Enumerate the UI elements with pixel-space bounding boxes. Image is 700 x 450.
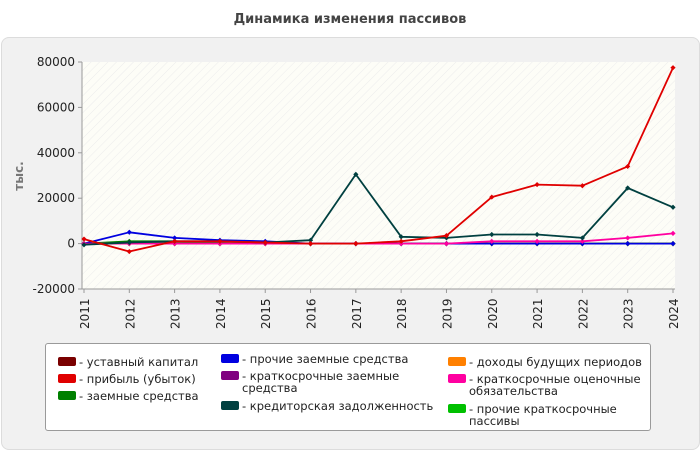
plot-area [82,62,675,289]
legend-label: - прибыль (убыток) [79,372,196,386]
x-tick-label: 2022 [576,298,590,329]
legend-label: - краткосрочные оценочные обязательства [469,372,641,398]
series-2 [81,65,676,255]
x-tick-label: 2023 [622,298,636,329]
y-tick-label: -20000 [32,282,75,296]
legend-swatch [221,371,239,380]
data-point [670,230,676,236]
x-tick-label: 2011 [78,298,92,329]
data-point [172,235,178,241]
data-point [625,241,631,247]
data-point [217,238,223,244]
data-point [126,229,132,235]
legend-label: - кредиторская задолженность [242,399,434,413]
data-point [81,242,87,248]
data-point [489,231,495,238]
x-tick-label: 2018 [395,298,409,329]
legend-label: - заемные средства [79,389,199,403]
x-tick-label: 2015 [259,298,273,329]
legend-swatch [221,354,239,363]
legend-swatch [58,357,76,366]
legend-label: - краткосрочные заемные средства [242,369,400,395]
y-tick-label: 60000 [37,100,75,114]
y-axis-label: тыс. [12,161,26,190]
x-tick-label: 2016 [305,298,319,329]
data-point [443,233,450,239]
legend-label: - прочие краткосрочные пассивы [469,402,617,428]
data-point [353,241,359,247]
data-point [81,236,87,242]
x-tick-label: 2024 [667,298,681,329]
data-point [489,238,495,244]
legend-label: - уставный капитал [79,355,199,369]
data-point [126,248,132,255]
legend-swatch [448,357,466,366]
x-tick-label: 2019 [440,298,454,329]
data-point [670,241,676,247]
legend-swatch [448,404,466,413]
chart-legend: - уставный капитал - прибыль (убыток) - … [45,343,651,431]
legend-label: - прочие заемные средства [242,352,409,366]
x-axis: 2011 2012 2013 2014 2015 2016 2017 2018 2019 2020… [78,288,681,329]
data-point [534,181,540,188]
y-tick-label: 20000 [37,191,75,205]
data-point [398,238,404,244]
legend-swatch [58,374,76,383]
data-point [579,238,585,244]
data-point [126,239,132,246]
series-line [84,232,674,245]
data-point [262,239,268,246]
legend-label: - доходы будущих периодов [469,355,642,369]
data-point [625,235,631,241]
series-layer [81,65,676,255]
series-line [83,67,674,253]
chart-title: Динамика изменения пассивов [233,12,467,27]
x-tick-label: 2014 [214,298,228,329]
data-point [534,238,540,244]
data-point [534,231,540,238]
data-point [579,183,585,189]
x-tick-label: 2020 [486,298,500,329]
y-axis: -20000 0 20000 40000 60000 80000 [32,55,83,296]
legend-swatch [58,391,76,400]
data-point [443,241,450,247]
x-tick-label: 2021 [531,298,545,329]
data-point [398,234,404,240]
data-point [579,235,585,241]
data-point [353,171,359,177]
legend-swatch [221,401,239,410]
y-tick-label: 80000 [37,55,75,69]
data-point [625,163,631,170]
data-point [489,194,495,200]
data-point [172,238,178,244]
x-tick-label: 2017 [350,298,364,329]
data-point [670,204,676,210]
y-tick-label: 0 [67,237,75,251]
data-point [307,237,314,243]
x-tick-label: 2012 [123,298,137,329]
data-point [670,65,676,71]
data-point [307,241,314,247]
x-tick-label: 2013 [169,298,183,329]
legend-swatch [448,374,466,383]
data-point [625,185,631,191]
y-tick-label: 40000 [37,146,75,160]
